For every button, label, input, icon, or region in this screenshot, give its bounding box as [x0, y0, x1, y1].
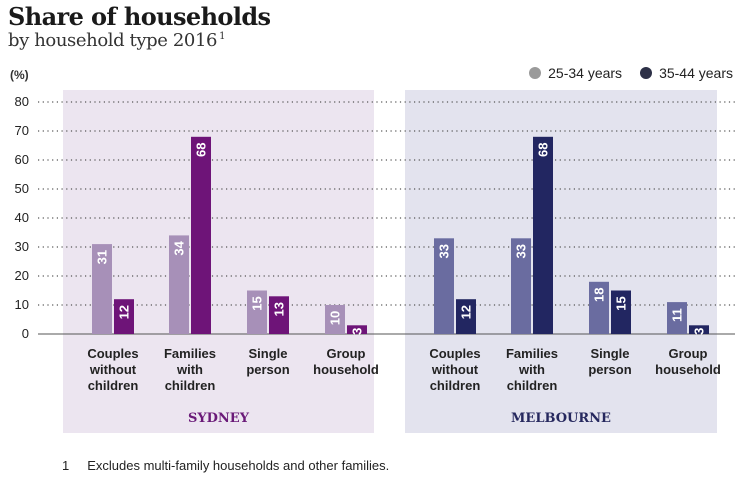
bar-melbourne-group-household-35-44-years: [689, 325, 709, 334]
category-label-melbourne-couples-without-children-line-2: without: [431, 362, 479, 377]
value-label-sydney-single-person-25-34-years: 15: [250, 296, 265, 310]
y-axis-unit-label: (%): [10, 68, 29, 82]
y-tick-label-60: 60: [15, 152, 29, 167]
y-tick-label-80: 80: [15, 94, 29, 109]
footnote-marker: 1: [219, 31, 226, 42]
value-label-melbourne-families-with-children-35-44-years: 68: [536, 143, 551, 157]
footnote-text: Excludes multi-family households and oth…: [87, 458, 390, 473]
value-label-melbourne-couples-without-children-35-44-years: 12: [459, 305, 474, 319]
legend-item-25-34: 25-34 years: [529, 65, 622, 81]
bar-melbourne-families-with-children-35-44-years: [533, 136, 553, 334]
value-label-melbourne-families-with-children-25-34-years: 33: [514, 244, 529, 258]
category-label-melbourne-couples-without-children-line-3: children: [430, 378, 481, 393]
bar-sydney-single-person-25-34-years: [247, 290, 267, 334]
y-tick-label-0: 0: [22, 326, 29, 341]
bar-melbourne-single-person-25-34-years: [589, 281, 609, 334]
value-label-melbourne-group-household-35-44-years: 3: [692, 328, 707, 335]
category-label-melbourne-couples-without-children-line-1: Couples: [429, 346, 480, 361]
bar-sydney-families-with-children-35-44-years: [191, 136, 211, 334]
category-label-sydney-single-person-line-2: person: [246, 362, 289, 377]
value-label-sydney-couples-without-children-25-34-years: 31: [95, 250, 110, 264]
legend-label-35-44: 35-44 years: [659, 65, 733, 81]
category-label-melbourne-group-household-line-1: Group: [669, 346, 708, 361]
panel-bg-melbourne: [405, 90, 717, 433]
panel-label-sydney: SYDNEY: [188, 411, 250, 426]
bar-sydney-group-household-25-34-years: [325, 305, 345, 334]
value-label-sydney-couples-without-children-35-44-years: 12: [117, 305, 132, 319]
legend-item-35-44: 35-44 years: [640, 65, 733, 81]
chart-title: Share of households: [8, 2, 271, 31]
bar-sydney-group-household-35-44-years: [347, 325, 367, 334]
bar-melbourne-group-household-25-34-years: [667, 302, 687, 334]
y-tick-label-40: 40: [15, 210, 29, 225]
category-label-sydney-couples-without-children-line-2: without: [89, 362, 137, 377]
bar-sydney-single-person-35-44-years: [269, 296, 289, 334]
category-label-melbourne-families-with-children-line-2: with: [518, 362, 545, 377]
category-label-sydney-group-household-line-2: household: [313, 362, 379, 377]
category-label-melbourne-single-person-line-2: person: [588, 362, 631, 377]
bar-melbourne-single-person-35-44-years: [611, 290, 631, 334]
category-label-melbourne-single-person-line-1: Single: [590, 346, 629, 361]
value-label-sydney-families-with-children-35-44-years: 68: [194, 143, 209, 157]
category-label-melbourne-group-household-line-2: household: [655, 362, 721, 377]
category-label-melbourne-families-with-children-line-1: Families: [506, 346, 558, 361]
category-label-sydney-families-with-children-line-3: children: [165, 378, 216, 393]
chart-subtitle: by household type 2016 1: [8, 30, 225, 51]
value-label-sydney-families-with-children-25-34-years: 34: [172, 240, 187, 255]
bar-melbourne-couples-without-children-35-44-years: [456, 299, 476, 334]
category-label-sydney-group-household-line-1: Group: [327, 346, 366, 361]
y-tick-label-20: 20: [15, 268, 29, 283]
legend-swatch-35-44: [640, 67, 653, 79]
value-label-melbourne-single-person-35-44-years: 15: [614, 296, 629, 310]
value-label-sydney-group-household-35-44-years: 3: [350, 328, 365, 335]
legend-swatch-25-34: [529, 67, 542, 79]
panel-bg-sydney: [63, 90, 374, 433]
y-tick-label-30: 30: [15, 239, 29, 254]
category-label-sydney-couples-without-children-line-1: Couples: [87, 346, 138, 361]
panel-label-melbourne: MELBOURNE: [511, 411, 611, 426]
subtitle-text: by household type 2016: [8, 30, 218, 51]
value-label-melbourne-couples-without-children-25-34-years: 33: [437, 244, 452, 258]
y-tick-label-50: 50: [15, 181, 29, 196]
value-label-melbourne-group-household-25-34-years: 11: [670, 308, 685, 322]
bar-sydney-families-with-children-25-34-years: [169, 235, 189, 334]
footnote: 1 Excludes multi-family households and ot…: [62, 458, 389, 473]
value-label-sydney-single-person-35-44-years: 13: [272, 302, 287, 316]
bar-sydney-couples-without-children-25-34-years: [92, 244, 112, 334]
y-tick-label-10: 10: [15, 297, 29, 312]
category-label-melbourne-families-with-children-line-3: children: [507, 378, 558, 393]
bar-melbourne-couples-without-children-25-34-years: [434, 238, 454, 334]
value-label-sydney-group-household-25-34-years: 10: [328, 311, 343, 325]
legend-label-25-34: 25-34 years: [548, 65, 623, 81]
bar-melbourne-families-with-children-25-34-years: [511, 238, 531, 334]
chart-legend: 25-34 years 35-44 years: [511, 65, 733, 81]
category-label-sydney-families-with-children-line-1: Families: [164, 346, 216, 361]
bar-sydney-couples-without-children-35-44-years: [114, 299, 134, 334]
footnote-number: 1: [62, 458, 70, 473]
category-label-sydney-single-person-line-1: Single: [248, 346, 287, 361]
category-label-sydney-couples-without-children-line-3: children: [88, 378, 139, 393]
y-tick-label-70: 70: [15, 123, 29, 138]
value-label-melbourne-single-person-25-34-years: 18: [592, 288, 607, 302]
category-label-sydney-families-with-children-line-2: with: [176, 362, 203, 377]
